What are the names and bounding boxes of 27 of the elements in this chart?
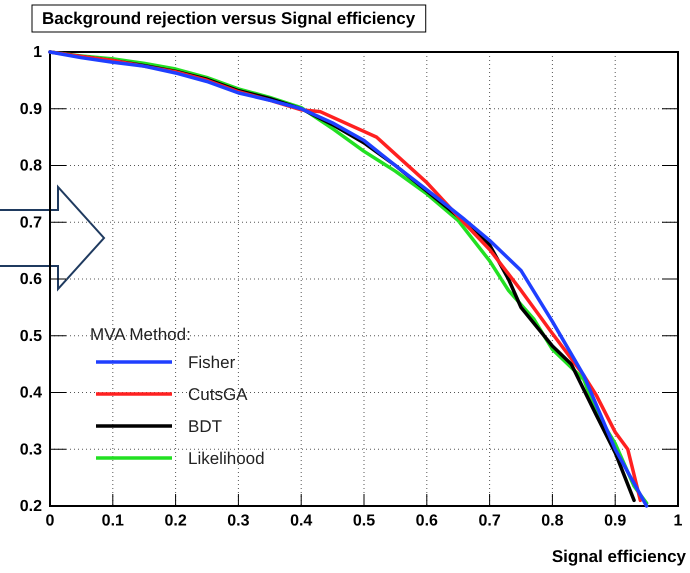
- x-tick-label: 0.4: [290, 512, 312, 530]
- x-tick-label: 1: [674, 512, 683, 530]
- legend-label: Likelihood: [188, 449, 265, 468]
- chart-title: Background rejection versus Signal efficiency: [42, 9, 416, 28]
- y-tick-label: 0.6: [20, 271, 42, 288]
- y-tick-label: 0.4: [20, 384, 42, 402]
- y-tick-label: 0.3: [20, 441, 42, 458]
- legend-label: CutsGA: [188, 385, 248, 404]
- x-tick-label: 0.9: [604, 512, 626, 530]
- y-tick-label: 0.9: [20, 100, 42, 118]
- x-tick-label: 0.1: [102, 512, 124, 530]
- y-tick-label: 0.2: [20, 498, 42, 516]
- x-tick-label: 0.8: [541, 512, 564, 530]
- legend-label: BDT: [188, 417, 222, 436]
- x-tick-label: 0.5: [352, 512, 376, 530]
- y-tick-label: 1: [33, 44, 42, 62]
- x-tick-label: 0.6: [416, 512, 438, 530]
- y-tick-label: 0.7: [20, 214, 42, 232]
- legend-title: MVA Method:: [90, 325, 191, 344]
- x-tick-label: 0: [46, 512, 55, 530]
- x-axis-title: Signal efficiency: [552, 547, 687, 566]
- y-tick-label: 0.5: [20, 328, 42, 345]
- x-tick-label: 0.7: [478, 512, 501, 530]
- y-tick-label: 0.8: [20, 158, 42, 175]
- legend-label: Fisher: [188, 353, 236, 372]
- x-tick-label: 0.2: [164, 512, 187, 530]
- x-tick-label: 0.3: [227, 512, 250, 530]
